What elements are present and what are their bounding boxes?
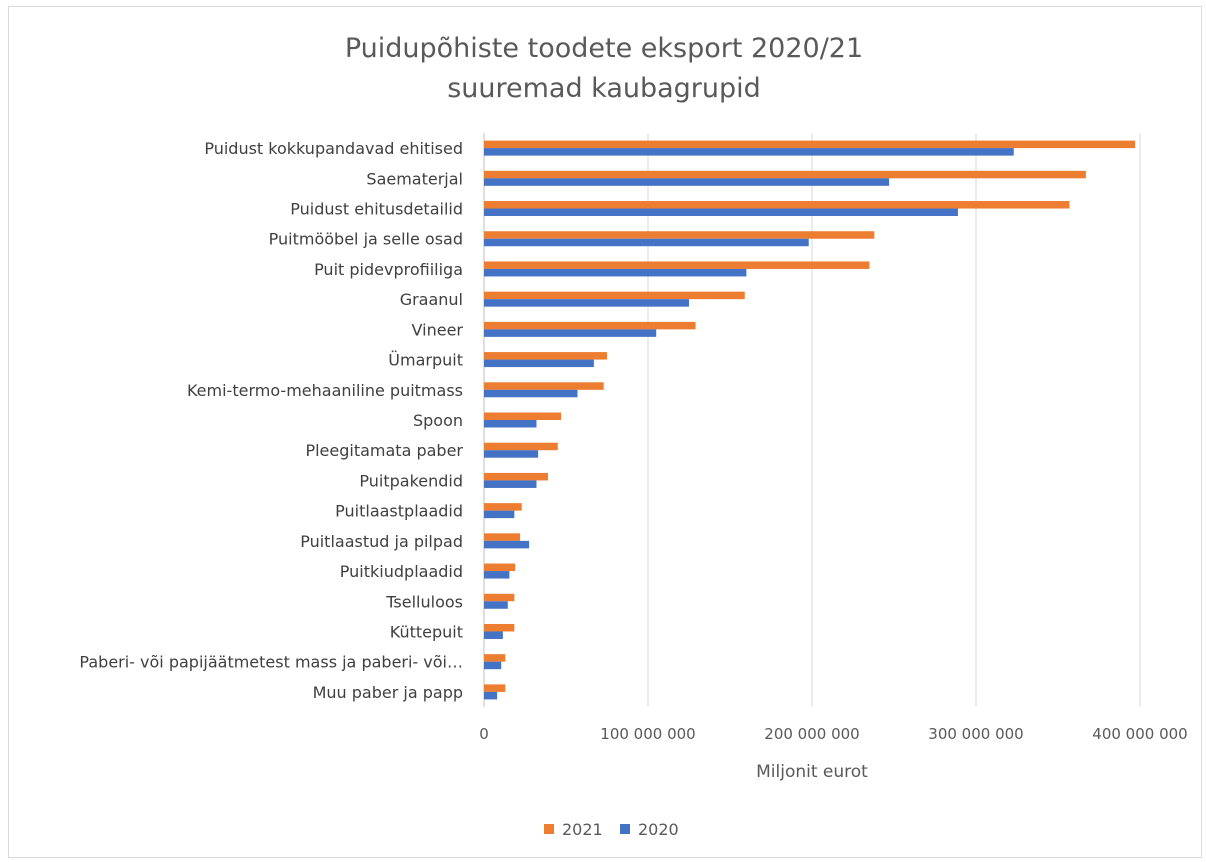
bar-2020 xyxy=(484,148,1014,156)
bars xyxy=(484,140,1136,700)
chart-title-line-2: suuremad kaubagrupid xyxy=(447,73,761,104)
bar-2020 xyxy=(484,540,530,549)
x-axis-title: Miljonit eurot xyxy=(756,762,868,782)
category-label: Puitlaastplaadid xyxy=(335,502,463,521)
bar-2020 xyxy=(484,601,508,609)
category-label: Puitkiudplaadid xyxy=(340,562,463,581)
bar-2021 xyxy=(484,503,522,511)
bar-2021 xyxy=(484,442,558,451)
category-label: Puitmööbel ja selle osad xyxy=(269,230,463,249)
legend-label: 2021 xyxy=(562,820,603,839)
bar-2020 xyxy=(484,299,689,307)
category-label: Küttepuit xyxy=(390,622,463,641)
category-label: Puitpakendid xyxy=(359,471,463,490)
bar-2021 xyxy=(484,321,696,330)
category-label: Paberi- või papijäätmetest mass ja paber… xyxy=(79,653,463,672)
x-tick-label: 0 xyxy=(479,725,489,743)
bar-2020 xyxy=(484,208,958,217)
bar-2021 xyxy=(484,352,607,360)
bar-2020 xyxy=(484,450,539,458)
bar-2020 xyxy=(484,480,537,488)
category-label: Muu paber ja papp xyxy=(313,683,463,702)
bar-2021 xyxy=(484,140,1136,149)
category-label: Puidust ehitusdetailid xyxy=(290,200,463,219)
x-tick-label: 100 000 000 xyxy=(600,725,695,743)
bar-2021 xyxy=(484,472,548,481)
category-labels: Puidust kokkupandavad ehitised Saematerja… xyxy=(79,139,463,702)
category-label: Vineer xyxy=(412,320,464,339)
category-label: Spoon xyxy=(413,411,463,430)
x-tick-label: 200 000 000 xyxy=(764,725,859,743)
bar-2020 xyxy=(484,389,578,398)
bar-2021 xyxy=(484,231,875,239)
x-tick-label: 400 000 000 xyxy=(1092,725,1187,743)
bar-2021 xyxy=(484,170,1086,179)
bar-2020 xyxy=(484,238,809,247)
bar-2020 xyxy=(484,631,503,639)
category-label: Graanul xyxy=(400,290,463,309)
legend-swatch xyxy=(544,824,554,834)
legend: 2021 2020 xyxy=(544,820,679,839)
bar-2020 xyxy=(484,510,515,519)
bar-2020 xyxy=(484,329,657,337)
x-tick-labels: 0 100 000 000 200 000 000 300 000 000 400 00… xyxy=(479,725,1187,743)
category-label: Kemi-termo-mehaaniline puitmass xyxy=(187,381,463,400)
x-tick-label: 300 000 000 xyxy=(928,725,1023,743)
category-label: Puit pidevprofiiliga xyxy=(314,260,463,279)
category-label: Saematerjal xyxy=(366,169,463,188)
bar-2021 xyxy=(484,654,506,662)
bar-2020 xyxy=(484,691,498,700)
legend-label: 2020 xyxy=(638,820,679,839)
bar-2021 xyxy=(484,201,1070,209)
bar-2021 xyxy=(484,382,604,390)
bar-2021 xyxy=(484,623,515,632)
bar-2020 xyxy=(484,268,747,277)
bar-2021 xyxy=(484,593,515,602)
bar-2020 xyxy=(484,178,890,186)
chart-title-line-1: Puidupõhiste toodete eksport 2020/21 xyxy=(345,33,863,64)
bar-2020 xyxy=(484,420,537,428)
bar-2020 xyxy=(484,661,502,670)
bar-2021 xyxy=(484,684,506,692)
bar-2021 xyxy=(484,261,870,269)
bar-2021 xyxy=(484,412,562,420)
category-label: Ümarpuit xyxy=(388,351,463,370)
bar-2020 xyxy=(484,571,510,579)
bar-2021 xyxy=(484,563,516,572)
legend-swatch xyxy=(620,824,630,834)
bar-2021 xyxy=(484,533,521,541)
category-label: Puidust kokkupandavad ehitised xyxy=(204,139,463,158)
bar-2020 xyxy=(484,359,594,368)
category-label: Tselluloos xyxy=(385,592,463,611)
gridlines xyxy=(483,133,1141,707)
category-label: Puitlaastud ja pilpad xyxy=(300,532,463,551)
bar-2021 xyxy=(484,291,745,300)
category-label: Pleegitamata paber xyxy=(305,441,463,460)
